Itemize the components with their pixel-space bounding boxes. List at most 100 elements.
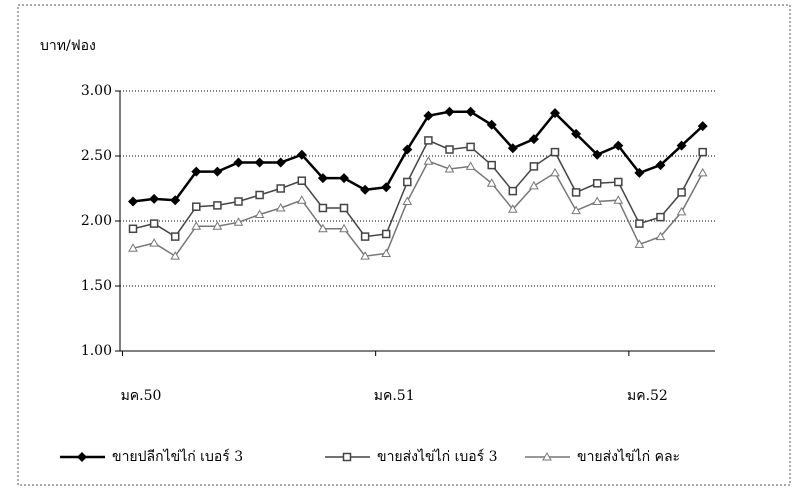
- data-point: [423, 156, 434, 165]
- data-point: [613, 195, 624, 204]
- y-tick-label: 1.50: [81, 278, 112, 294]
- data-point: [128, 196, 138, 207]
- data-point: [381, 182, 392, 193]
- data-point: [192, 202, 201, 211]
- data-point: [698, 147, 707, 157]
- data-point: [149, 219, 159, 228]
- data-point: [677, 188, 686, 197]
- data-point: [213, 201, 222, 210]
- data-point: [592, 179, 602, 188]
- data-point: [550, 147, 560, 157]
- data-point: [233, 157, 244, 168]
- legend-marker: [542, 451, 552, 461]
- data-point: [149, 238, 159, 247]
- data-point: [486, 119, 497, 130]
- data-point: [697, 121, 708, 132]
- data-point: [614, 177, 623, 187]
- data-point: [149, 193, 160, 204]
- y-tick-label: 3.00: [81, 83, 112, 99]
- data-point: [655, 231, 666, 241]
- data-point: [634, 239, 645, 248]
- data-point: [423, 110, 434, 121]
- data-point: [634, 167, 645, 178]
- data-point: [360, 251, 370, 260]
- data-point: [465, 106, 476, 117]
- data-point: [212, 221, 223, 230]
- legend-label: ขายส่งไข่ไก่ คละ: [577, 448, 680, 465]
- data-point: [507, 204, 518, 213]
- data-point: [403, 177, 412, 187]
- data-point: [276, 184, 285, 193]
- data-point: [339, 223, 349, 233]
- data-point: [128, 243, 138, 252]
- data-point: [529, 180, 539, 190]
- data-point: [550, 108, 560, 119]
- y-tick-label: 2.00: [81, 213, 112, 229]
- legend-label: ขายปลีกไข่ไก่ เบอร์ 3: [112, 448, 243, 465]
- data-point: [233, 217, 244, 226]
- y-axis-title: บาท/ฟอง: [40, 38, 96, 54]
- data-point: [424, 136, 433, 145]
- x-tick-label: มค.52: [627, 388, 668, 404]
- data-point: [486, 178, 497, 187]
- data-point: [635, 219, 644, 228]
- data-point: [592, 149, 603, 160]
- data-point: [254, 157, 265, 168]
- data-point: [296, 195, 307, 204]
- data-point: [275, 202, 286, 212]
- data-point: [297, 176, 307, 185]
- data-point: [571, 128, 582, 139]
- data-point: [402, 144, 413, 155]
- data-point: [571, 205, 581, 215]
- data-point: [676, 206, 687, 216]
- series-line: [132, 139, 704, 238]
- data-point: [360, 184, 371, 195]
- data-point: [444, 163, 455, 173]
- data-point: [128, 224, 138, 234]
- data-point: [697, 167, 708, 177]
- data-point: [655, 160, 666, 171]
- data-point: [445, 145, 454, 154]
- data-point: [676, 140, 687, 151]
- series-line: [132, 160, 704, 258]
- data-point: [255, 190, 264, 200]
- data-point: [528, 134, 539, 145]
- data-point: [381, 229, 391, 239]
- data-point: [339, 203, 349, 213]
- data-point: [381, 248, 392, 257]
- data-point: [318, 223, 328, 233]
- data-point: [318, 203, 328, 213]
- data-point: [317, 173, 328, 184]
- data-point: [444, 106, 455, 117]
- data-point: [656, 212, 665, 222]
- series-line: [132, 110, 704, 203]
- data-point: [254, 209, 265, 218]
- data-point: [170, 232, 180, 241]
- y-tick-label: 2.50: [81, 148, 112, 164]
- data-point: [487, 160, 496, 170]
- y-tick-label: 1.00: [81, 343, 112, 359]
- data-point: [360, 232, 370, 241]
- data-point: [466, 142, 475, 152]
- data-point: [529, 162, 539, 171]
- data-point: [275, 157, 286, 168]
- data-point: [550, 167, 560, 177]
- data-point: [402, 196, 413, 205]
- data-point: [191, 221, 202, 230]
- data-point: [170, 195, 181, 206]
- data-point: [296, 149, 307, 160]
- legend-label: ขายส่งไข่ไก่ เบอร์ 3: [377, 448, 498, 465]
- data-point: [592, 196, 603, 205]
- data-point: [234, 197, 243, 206]
- x-tick-label: มค.50: [121, 388, 162, 404]
- data-point: [571, 188, 581, 197]
- data-point: [170, 251, 181, 260]
- chart-border: [17, 4, 791, 486]
- data-point: [339, 173, 349, 184]
- data-point: [507, 143, 518, 154]
- x-tick-label: มค.51: [374, 388, 415, 404]
- data-point: [508, 186, 518, 196]
- legend-marker: [342, 452, 352, 462]
